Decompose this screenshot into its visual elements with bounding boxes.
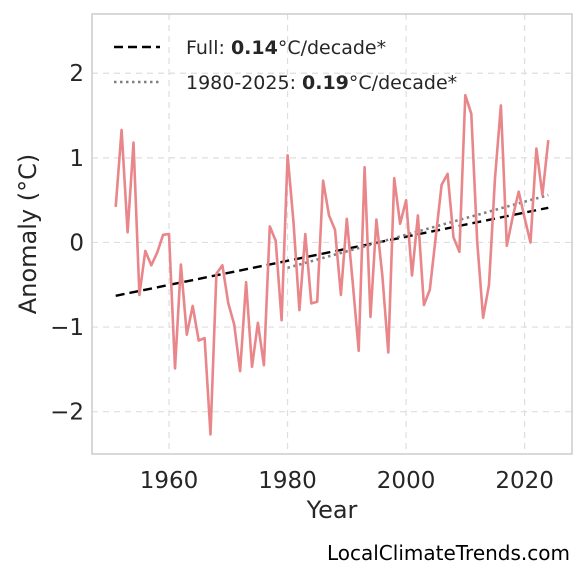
y-tick-labels: 2 1 0 −1 −2 <box>50 61 84 425</box>
y-tick-label: 0 <box>69 230 84 256</box>
y-tick-label: −1 <box>50 315 84 341</box>
anomaly-series-line <box>114 93 550 436</box>
x-tick-label: 2000 <box>377 468 436 494</box>
x-tick-label: 1980 <box>258 468 317 494</box>
legend-label-value: 0.19 <box>302 72 349 94</box>
legend-label: 1980-2025: 0.19°C/decade* <box>186 72 457 94</box>
x-axis-title: Year <box>306 496 358 524</box>
x-tick-label: 2020 <box>495 468 554 494</box>
x-tick-label: 1960 <box>140 468 199 494</box>
legend-label-value: 0.14 <box>231 37 278 59</box>
plot-frame <box>91 13 573 455</box>
legend: Full: 0.14°C/decade*1980-2025: 0.19°C/de… <box>114 37 457 94</box>
y-tick-label: 2 <box>69 61 84 87</box>
watermark: LocalClimateTrends.com <box>327 541 570 565</box>
legend-label-prefix: 1980-2025: <box>186 72 302 94</box>
legend-label-suffix: °C/decade* <box>349 72 457 94</box>
y-tick-label: −2 <box>50 400 84 426</box>
legend-label: Full: 0.14°C/decade* <box>186 37 386 59</box>
legend-label-suffix: °C/decade* <box>278 37 386 59</box>
legend-label-prefix: Full: <box>186 37 231 59</box>
x-tick-labels: 1960 1980 2000 2020 <box>140 468 554 494</box>
y-axis-title: Anomaly (°C) <box>14 154 42 314</box>
series-lines <box>114 93 550 436</box>
y-tick-label: 1 <box>69 146 84 172</box>
